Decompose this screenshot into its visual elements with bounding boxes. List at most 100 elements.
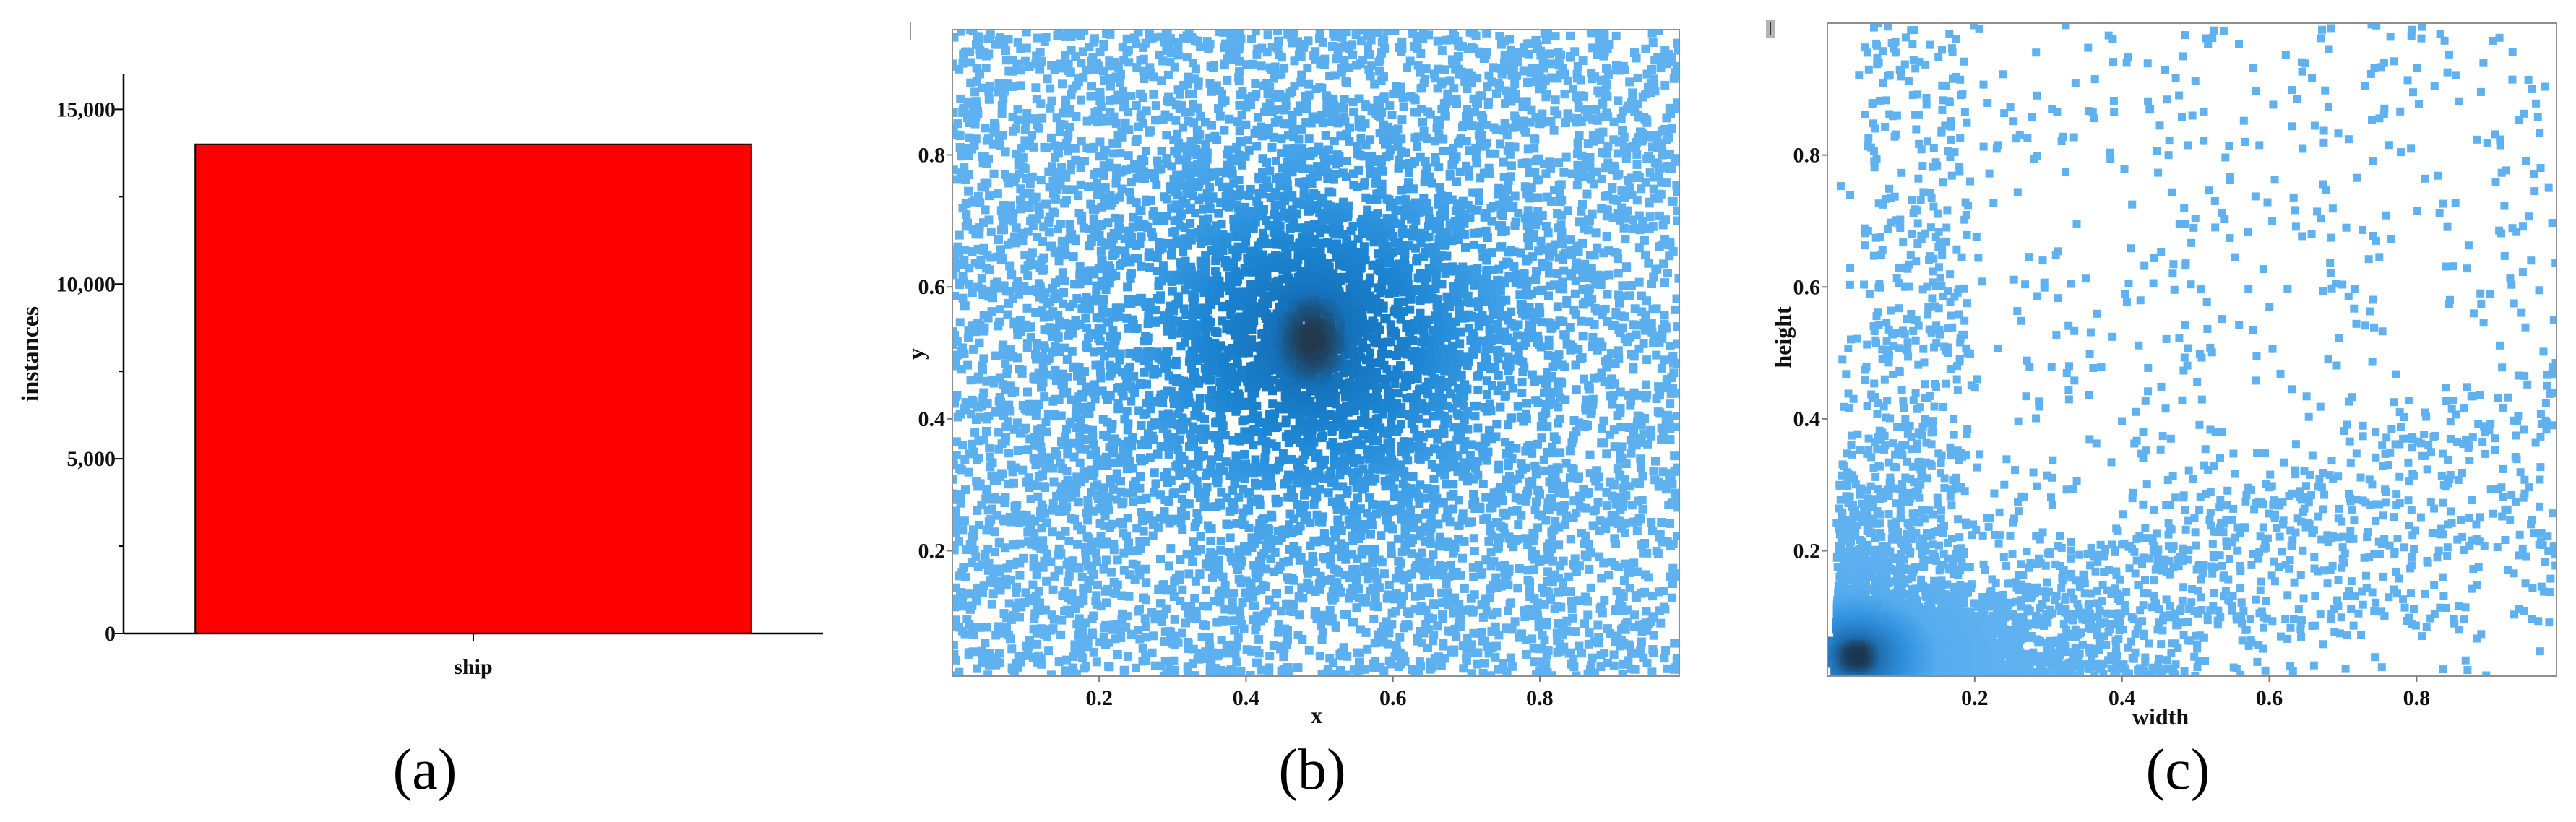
scatter-point [1142,633,1151,642]
scatter-point [984,87,994,96]
scatter-point [1620,192,1629,202]
scatter-point [1438,598,1447,607]
scatter-point [1624,423,1634,432]
scatter-point [1132,63,1142,72]
scatter-point [1009,176,1019,186]
scatter-point [1205,79,1215,88]
scatter-point [1093,580,1102,589]
scatter-point [1504,606,1513,615]
scatter-point [1437,588,1447,597]
scatter-point [1602,212,1611,221]
scatter-point [1142,537,1150,546]
scatter-point [1218,572,1228,581]
scatter-point [1352,61,1361,70]
scatter-point [1074,614,1084,623]
scatter-point [1501,99,1509,108]
scatter-point [1028,580,1038,589]
scatter-point [1611,66,1621,75]
scatter-point [1563,76,1572,85]
scatter-point [1572,74,1582,83]
scatter-point [1655,242,1664,251]
scatter-point [1269,641,1278,650]
scatter-point [1034,399,1043,409]
scatter-point [1472,659,1481,669]
scatter-point [1654,382,1663,391]
scatter-point [1628,225,1637,233]
scatter-point [963,218,973,228]
scatter-point [1525,194,1535,203]
scatter-point [1001,543,1010,553]
scatter-point [1477,628,1486,637]
scatter-point [995,393,1004,402]
scatter-point [983,399,992,408]
scatter-point [999,469,1007,478]
scatter-point [1649,631,1658,640]
scatter-point [1637,291,1646,300]
scatter-point [991,351,1000,360]
y-axis-label: instances [17,306,44,402]
scatter-point [1192,614,1201,623]
scatter-point [1668,579,1677,588]
scatter-point [1021,117,1030,126]
scatter-point [1116,149,1125,158]
scatter-point [1106,391,1115,401]
scatter-point [1562,616,1572,626]
scatter-point [1632,53,1641,63]
scatter-point [1046,84,1055,93]
scatter-point [1106,201,1115,210]
scatter-point [1246,671,1255,676]
scatter-point [955,131,965,141]
scatter-point [1420,177,1429,186]
scatter-point [1521,534,1530,543]
scatter-point [1408,665,1417,674]
scatter-point [1540,30,1549,38]
scatter-point [1554,223,1563,233]
scatter-point [1151,116,1160,125]
scatter-point [1394,556,1403,566]
scatter-point [1543,228,1553,238]
scatter-point [1673,187,1679,196]
scatter-point [952,506,960,516]
scatter-point [1479,54,1489,63]
scatter-point [1577,207,1586,216]
scatter-point [1288,600,1298,609]
scatter-point [1530,657,1539,667]
scatter-point [968,439,977,449]
scatter-point [1584,639,1593,649]
scatter-point [981,183,990,192]
scatter-point [1145,127,1154,137]
scatter-point [1523,233,1533,243]
scatter-point [1610,534,1619,543]
scatter-point [1046,557,1056,566]
scatter-point [1076,31,1085,40]
scatter-point [1097,202,1106,212]
scatter-point [1481,555,1491,565]
scatter-point [1004,599,1014,608]
scatter-point [1142,578,1151,587]
scatter-point [1124,538,1134,548]
scatter-point [1391,607,1400,616]
scatter-point [1588,653,1597,662]
scatter-point [1066,67,1075,77]
scatter-point [1529,644,1538,653]
scatter-point [1431,137,1440,146]
scatter-point [1270,74,1278,83]
scatter-point [1468,563,1478,572]
scatter-point [1666,342,1675,350]
scatter-point [1638,472,1647,481]
scatter-point [1658,220,1668,230]
scatter-point [952,513,960,522]
scatter-point [1173,42,1183,51]
scatter-point [1087,402,1096,411]
scatter-point [952,456,957,465]
scatter-point [1438,610,1447,619]
scatter-point [1104,492,1113,501]
scatter-point [1125,187,1134,196]
scatter-point [1607,558,1616,567]
scatter-point [988,286,997,295]
scatter-point [1584,215,1593,225]
scatter-point [1202,585,1211,594]
scatter-point [1520,214,1530,223]
scatter-point [1108,149,1118,158]
